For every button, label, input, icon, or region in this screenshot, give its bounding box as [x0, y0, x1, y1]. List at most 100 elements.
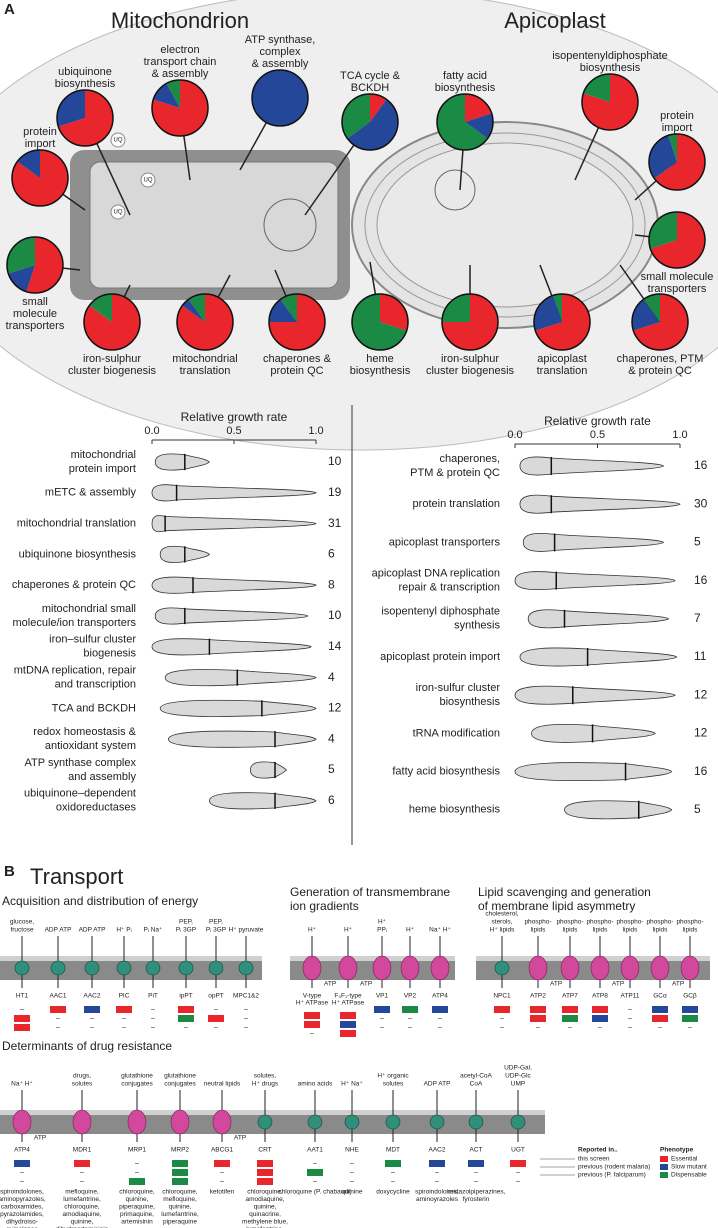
drug-label: quinine	[342, 1189, 363, 1196]
legend-title: Reported in..	[578, 1147, 618, 1154]
phenotype-dash: –	[20, 1006, 24, 1013]
count-label: 4	[328, 731, 335, 745]
phenotype-dash: –	[310, 1030, 314, 1037]
count-label: 8	[328, 577, 335, 591]
membrane-top	[476, 956, 710, 961]
phenotype-box	[208, 1015, 224, 1022]
atp-label: ATP	[360, 981, 372, 988]
count-label: 5	[694, 802, 701, 816]
phenotype-box	[74, 1160, 90, 1167]
pie-slice	[177, 294, 234, 350]
x-tick-label: 0.5	[590, 429, 605, 441]
phenotype-box	[682, 1015, 698, 1022]
pie-slice	[182, 299, 205, 322]
count-label: 19	[328, 485, 342, 499]
api-title: Apicoplast	[504, 8, 606, 33]
pie-outline	[341, 93, 399, 151]
phenotype-dash: –	[598, 1024, 602, 1031]
pie-outline	[11, 149, 69, 207]
pie-slice	[668, 134, 677, 162]
phenotype-dash: –	[151, 1006, 155, 1013]
pie-slice	[342, 94, 370, 139]
row-label: mtDNA replication, repair	[14, 665, 137, 677]
phenotype-dash: –	[658, 1024, 662, 1031]
count-label: 6	[328, 547, 335, 561]
drug-label: quinine,	[126, 1196, 149, 1203]
phenotype-dash: –	[408, 1024, 412, 1031]
violin	[167, 730, 317, 748]
drug-label: fyrosterin	[463, 1196, 490, 1203]
transporter-name: V-type	[303, 993, 322, 1000]
violin	[519, 647, 678, 667]
phenotype-dash: –	[214, 1006, 218, 1013]
transporter	[170, 1109, 190, 1135]
legend-label: this screen	[578, 1156, 610, 1163]
phenotype-dash: –	[350, 1169, 354, 1176]
substrate-label: H⁺	[308, 927, 317, 934]
substrate-label: phospho-	[524, 919, 551, 926]
row-label: PTM & protein QC	[410, 467, 500, 479]
pie-label: small molecule	[641, 271, 714, 283]
row-label: repair & transcription	[399, 582, 501, 594]
transporter-name: VP1	[376, 993, 389, 1000]
pie-slice	[269, 299, 297, 322]
phenotype-box	[304, 1021, 320, 1028]
pie-outline	[176, 293, 234, 351]
atp-label: ATP	[234, 1135, 246, 1142]
transporter-name: H⁺ ATPase	[296, 1000, 329, 1007]
row-label: protein translation	[413, 498, 500, 510]
phenotype-dash: –	[435, 1178, 439, 1185]
atp-label: ATP	[324, 981, 336, 988]
transport-title: Transport	[30, 864, 123, 889]
pie-label: transport chain	[144, 56, 217, 68]
transporter	[560, 955, 580, 981]
phenotype-dash: –	[80, 1169, 84, 1176]
count-label: 10	[328, 608, 342, 622]
phenotype-dash: –	[20, 1169, 24, 1176]
violin	[151, 638, 312, 656]
transporter-name: ipPT	[179, 993, 192, 1000]
phenotype-dash: –	[184, 1024, 188, 1031]
phenotype-dash: –	[350, 1160, 354, 1167]
pie-slice	[8, 265, 35, 292]
pie-outline	[631, 293, 689, 351]
phenotype-box	[510, 1160, 526, 1167]
phenotype-dash: –	[135, 1160, 139, 1167]
drug-label: artemisinin	[121, 1219, 153, 1226]
phenotype-box	[530, 1015, 546, 1022]
phenotype-box	[307, 1169, 323, 1176]
pie-outline	[648, 133, 706, 191]
row-label: mitochondrial translation	[17, 518, 136, 530]
transporter-name: ATP8	[592, 993, 608, 1000]
pie-outline	[56, 89, 114, 147]
row-label: mitochondrial small	[42, 603, 136, 615]
pie-label: biosynthesis	[55, 78, 116, 90]
transporter	[302, 955, 322, 981]
substrate-label: H⁺ lipids	[490, 927, 515, 934]
pie-label: electron	[160, 44, 199, 56]
substrate-label: conjugates	[164, 1081, 196, 1088]
uq-icon	[110, 132, 126, 148]
substrate-label: H⁺ organic	[377, 1073, 409, 1080]
transporter	[344, 1114, 360, 1130]
substrate-label: phospho-	[676, 919, 703, 926]
drug-label: mefloquine,	[163, 1196, 197, 1203]
substrate-label: fructose	[10, 927, 34, 934]
phenotype-box	[172, 1160, 188, 1167]
pie-slice	[352, 294, 407, 350]
pie-slice	[654, 134, 705, 190]
substrate-label: H⁺ drugs	[252, 1081, 279, 1088]
violin	[519, 494, 681, 514]
pie-label: cluster biogenesis	[426, 365, 515, 377]
drug-label: spiroindolones,	[415, 1189, 459, 1196]
phenotype-dash: –	[536, 1024, 540, 1031]
transporter-name: MDT	[386, 1147, 400, 1154]
drug-label: carboxamides,	[1, 1204, 43, 1211]
legend-label: previous (P. falciparum)	[578, 1172, 646, 1179]
phenotype-dash: –	[391, 1169, 395, 1176]
violin	[154, 453, 210, 471]
phenotype-dash: –	[516, 1169, 520, 1176]
substrate-label: phospho-	[586, 919, 613, 926]
phenotype-dash: –	[350, 1178, 354, 1185]
